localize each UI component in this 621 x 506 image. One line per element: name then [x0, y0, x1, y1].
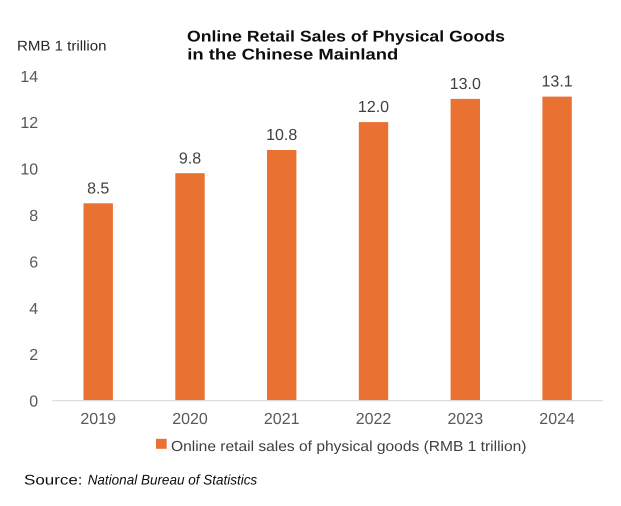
svg-text:12.0: 12.0 [358, 99, 389, 116]
svg-text:2020: 2020 [172, 411, 208, 428]
svg-text:8.5: 8.5 [87, 180, 109, 197]
svg-text:13.1: 13.1 [542, 74, 573, 91]
svg-text:2: 2 [29, 347, 38, 364]
svg-text:2023: 2023 [448, 411, 484, 428]
svg-text:6: 6 [29, 254, 38, 271]
svg-text:in the Chinese Mainland: in the Chinese Mainland [187, 47, 398, 64]
svg-text:13.0: 13.0 [450, 76, 481, 93]
svg-text:8: 8 [29, 208, 38, 225]
svg-text:2022: 2022 [356, 411, 392, 428]
svg-text:10: 10 [20, 162, 38, 179]
svg-text:10.8: 10.8 [266, 127, 297, 144]
svg-text:4: 4 [29, 301, 38, 318]
svg-text:14: 14 [20, 69, 38, 86]
svg-text:9.8: 9.8 [179, 150, 201, 167]
svg-text:2019: 2019 [80, 411, 116, 428]
svg-text:2021: 2021 [264, 411, 300, 428]
svg-text:Source:: Source: [24, 472, 83, 488]
svg-text:0: 0 [29, 394, 38, 411]
svg-text:12: 12 [20, 115, 38, 132]
svg-text:Online Retail Sales of Physica: Online Retail Sales of Physical Goods [187, 28, 505, 45]
svg-text:RMB 1 trillion: RMB 1 trillion [17, 37, 107, 53]
svg-text:National Bureau of Statistics: National Bureau of Statistics [88, 472, 258, 488]
svg-text:Online retail sales of physica: Online retail sales of physical goods (R… [171, 439, 527, 455]
svg-text:2024: 2024 [539, 411, 575, 428]
